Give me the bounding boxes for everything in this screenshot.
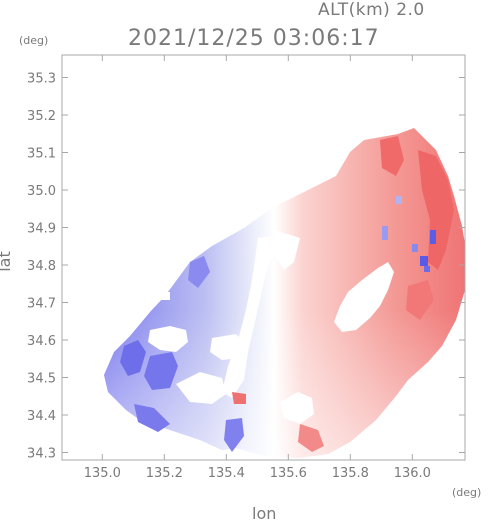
y-tick-label: 34.6 (27, 334, 56, 349)
echo-hole (334, 262, 394, 332)
edge-notch (160, 292, 170, 300)
aliased-cell (430, 230, 436, 244)
timestamp-title: 2021/12/25 03:06:17 (128, 26, 380, 51)
approaching-patch (120, 340, 146, 376)
y-tick-label: 34.5 (27, 372, 56, 387)
y-tick-label: 34.9 (27, 222, 56, 237)
aliased-cell (420, 256, 428, 266)
x-axis-title: lon (252, 504, 277, 523)
y-tick-label: 35.1 (27, 147, 56, 162)
echo-gap-west-2 (176, 372, 226, 404)
approaching-patch (224, 418, 244, 452)
aliased-cell (412, 244, 418, 252)
y-tick-label: 34.4 (27, 409, 56, 424)
aliased-cell (396, 196, 402, 204)
axis-ticks: 135.0 135.2 135.4 135.6 135.8 136.0 34.3 34.4 34… (27, 55, 465, 481)
approaching-patch (144, 352, 178, 390)
x-tick-label: 135.6 (270, 466, 307, 481)
echo-gap-west-1 (148, 326, 188, 352)
receding-core (418, 150, 454, 270)
x-tick-label: 135.0 (84, 466, 121, 481)
x-tick-label: 135.2 (146, 466, 183, 481)
y-axis-unit: (deg) (19, 34, 49, 47)
radar-echo-region (104, 128, 465, 458)
approaching-patch (188, 256, 210, 288)
x-tick-label: 135.8 (332, 466, 369, 481)
receding-patch-south (298, 424, 324, 452)
aliased-cell (382, 226, 388, 240)
y-tick-label: 34.3 (27, 447, 56, 462)
receding-core (406, 280, 434, 320)
x-tick-label: 135.4 (208, 466, 245, 481)
edge-notch (270, 246, 282, 256)
receding-patch-south (232, 392, 246, 404)
echo-gap-west-3 (210, 334, 246, 360)
y-tick-label: 35.0 (27, 184, 56, 199)
x-tick-label: 136.0 (394, 466, 431, 481)
receding-core (380, 136, 404, 176)
approaching-patch (134, 404, 170, 432)
y-tick-label: 34.8 (27, 259, 56, 274)
altitude-label: ALT(km) 2.0 (318, 0, 425, 20)
gap-patch (274, 230, 300, 270)
y-tick-label: 35.3 (27, 72, 56, 87)
aliased-cell (424, 266, 430, 272)
echo-gap-south (280, 392, 314, 424)
plot-frame (61, 54, 466, 461)
y-tick-label: 35.2 (27, 109, 56, 124)
y-tick-label: 34.7 (27, 297, 56, 312)
x-axis-unit: (deg) (452, 486, 482, 499)
